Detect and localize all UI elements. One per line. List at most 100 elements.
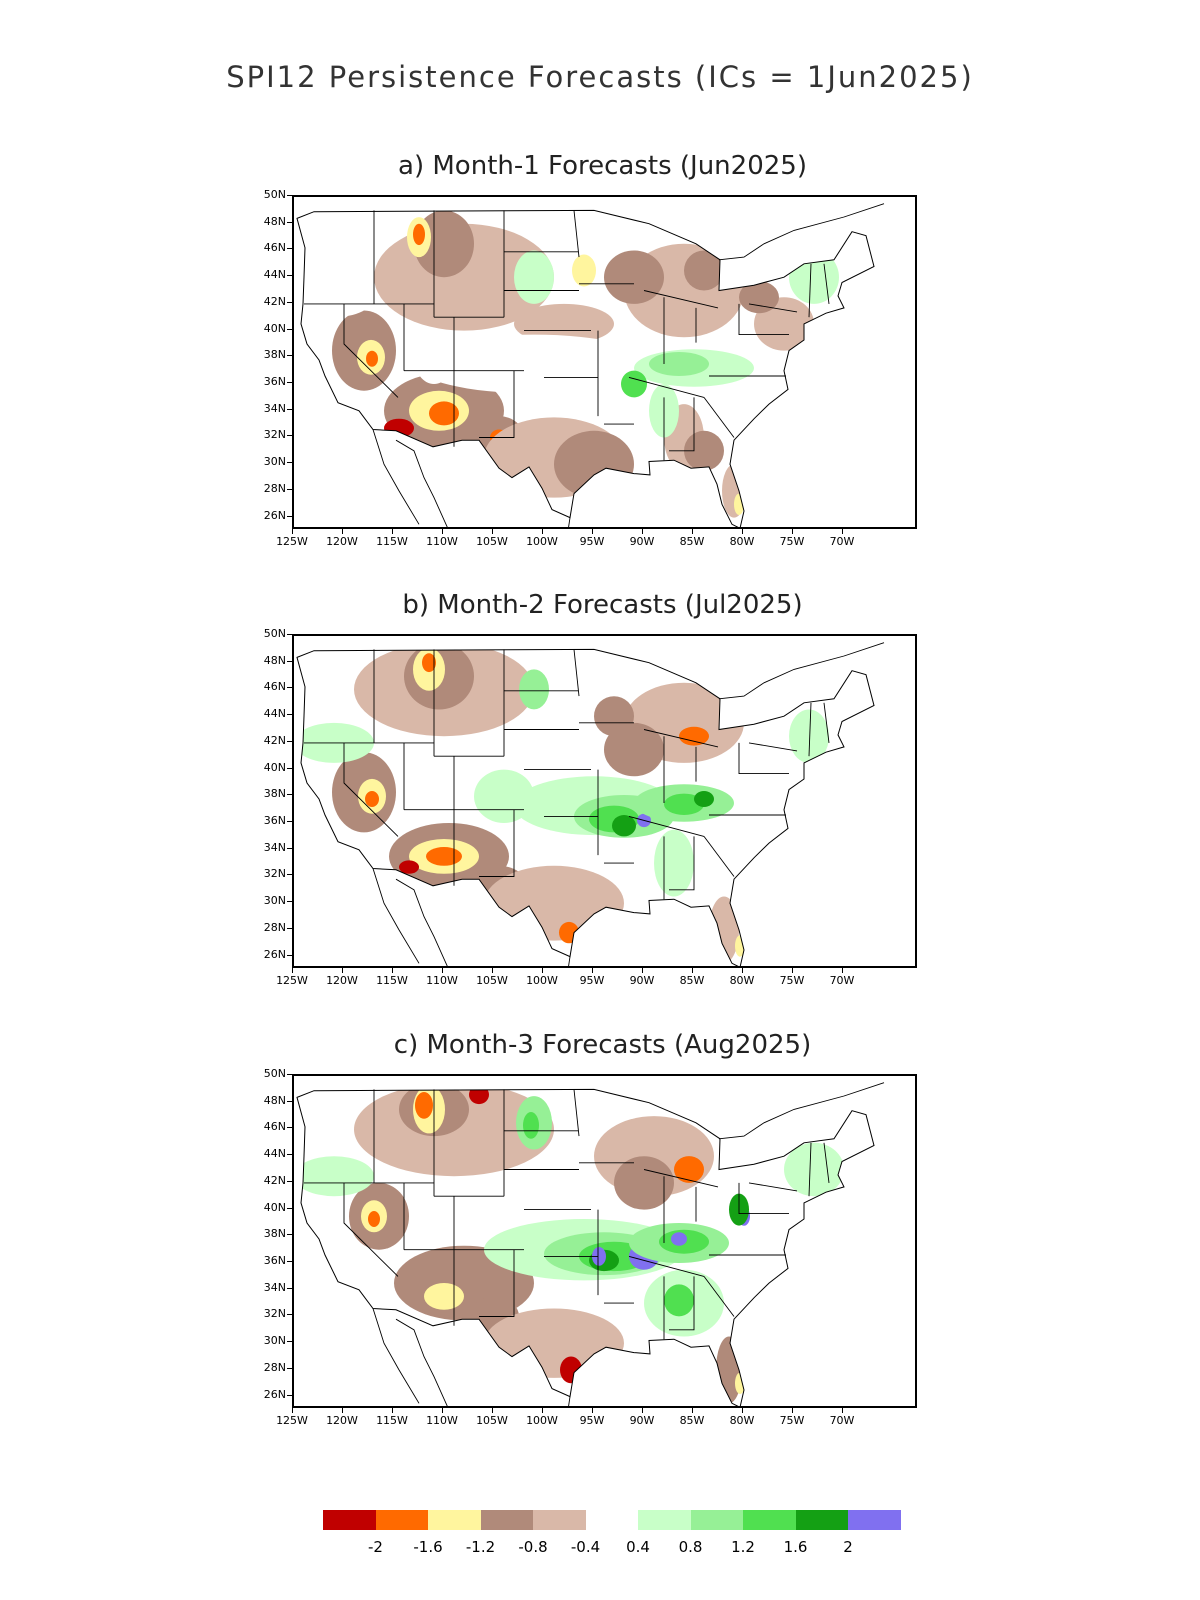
legend-swatch — [428, 1510, 481, 1530]
lat-label: 44N — [263, 707, 286, 721]
lat-label: 44N — [263, 268, 286, 282]
legend-swatch — [795, 1510, 848, 1530]
state-boundary — [643, 290, 719, 309]
main-title: SPI12 Persistence Forecasts (ICs = 1Jun2… — [226, 60, 974, 94]
lon-label: 85W — [679, 1414, 705, 1427]
lon-label: 85W — [679, 535, 705, 548]
lon-label: 110W — [426, 1414, 458, 1427]
legend-swatch — [533, 1510, 586, 1530]
lon-label: 105W — [476, 1414, 508, 1427]
coastline — [568, 517, 571, 527]
spi-contour — [559, 921, 579, 944]
lat-tick — [287, 767, 292, 769]
legend-label: -1.2 — [465, 1538, 496, 1556]
legend-label: -0.8 — [518, 1538, 548, 1556]
lon-label: 115W — [376, 974, 408, 987]
spi-map — [296, 642, 885, 966]
spi-contour — [424, 1283, 464, 1310]
coastline — [395, 1318, 448, 1406]
lat-label: 50N — [263, 1067, 286, 1080]
lat-tick — [287, 927, 292, 929]
lat-tick — [287, 714, 292, 716]
lat-label: 34N — [263, 401, 286, 415]
state-boundary — [643, 1169, 719, 1188]
spi-contour — [514, 250, 554, 304]
state-boundary — [808, 702, 812, 757]
lat-label: 26N — [263, 508, 286, 522]
state-boundary — [823, 702, 830, 743]
lat-label: 48N — [263, 214, 286, 228]
lon-label: 95W — [579, 1414, 605, 1427]
state-boundary — [343, 1182, 399, 1277]
lat-label: 42N — [263, 294, 286, 308]
legend-swatch — [585, 1510, 638, 1530]
lon-tick — [642, 968, 643, 973]
lon-label: 100W — [526, 535, 558, 548]
spi-contour — [514, 303, 614, 344]
legend-swatch — [690, 1510, 743, 1530]
legend-label: 1.6 — [783, 1538, 808, 1556]
spi-contour — [554, 430, 634, 498]
coastline — [395, 439, 448, 527]
legend-swatch — [638, 1510, 691, 1530]
lon-tick — [492, 1408, 493, 1413]
lat-tick — [287, 328, 292, 330]
lat-tick — [287, 740, 292, 742]
lon-label: 80W — [729, 974, 755, 987]
lon-label: 110W — [426, 535, 458, 548]
lon-tick — [742, 968, 743, 973]
state-boundary — [738, 742, 789, 775]
spi-contour — [422, 653, 436, 673]
lon-label: 90W — [629, 535, 655, 548]
lat-tick — [287, 1180, 292, 1182]
lat-tick — [287, 435, 292, 437]
spi-map — [296, 1082, 885, 1406]
lon-tick — [392, 1408, 393, 1413]
lat-tick — [287, 901, 292, 903]
lon-label: 125W — [276, 1414, 308, 1427]
lon-tick — [692, 1408, 693, 1413]
lat-tick — [287, 660, 292, 662]
lon-tick — [542, 968, 543, 973]
lon-tick — [792, 529, 793, 534]
lon-tick — [642, 1408, 643, 1413]
lat-tick — [287, 275, 292, 277]
lon-label: 100W — [526, 974, 558, 987]
spi-contour — [604, 250, 664, 304]
lon-tick — [542, 1408, 543, 1413]
spi-contour — [384, 418, 414, 438]
lat-tick — [287, 301, 292, 303]
state-boundary — [669, 397, 695, 452]
state-boundary — [643, 729, 719, 748]
lon-label: 105W — [476, 974, 508, 987]
lon-tick — [492, 968, 493, 973]
lat-label: 40N — [263, 321, 286, 335]
lon-tick — [392, 968, 393, 973]
lat-tick — [287, 1261, 292, 1263]
lat-label: 30N — [263, 894, 286, 908]
lat-tick — [287, 1207, 292, 1209]
lon-tick — [442, 529, 443, 534]
lat-tick — [287, 1154, 292, 1156]
lon-tick — [792, 968, 793, 973]
lon-tick — [492, 529, 493, 534]
spi-contour — [594, 696, 634, 737]
spi-contour — [664, 793, 704, 815]
lon-tick — [692, 529, 693, 534]
spi-contour — [413, 223, 425, 246]
spi-contour — [694, 791, 714, 807]
lat-tick — [287, 954, 292, 956]
lat-tick — [287, 1100, 292, 1102]
spi-contour — [664, 1284, 694, 1317]
coastline — [372, 1308, 420, 1404]
lon-tick — [342, 1408, 343, 1413]
lon-tick — [292, 1408, 293, 1413]
state-boundary — [738, 303, 789, 336]
coastline — [395, 878, 448, 966]
spi-contour — [649, 352, 709, 376]
lat-tick — [287, 408, 292, 410]
coastline — [718, 203, 885, 261]
state-boundary — [343, 742, 399, 837]
spi-contour — [399, 860, 419, 874]
spi-contour — [671, 1232, 687, 1246]
